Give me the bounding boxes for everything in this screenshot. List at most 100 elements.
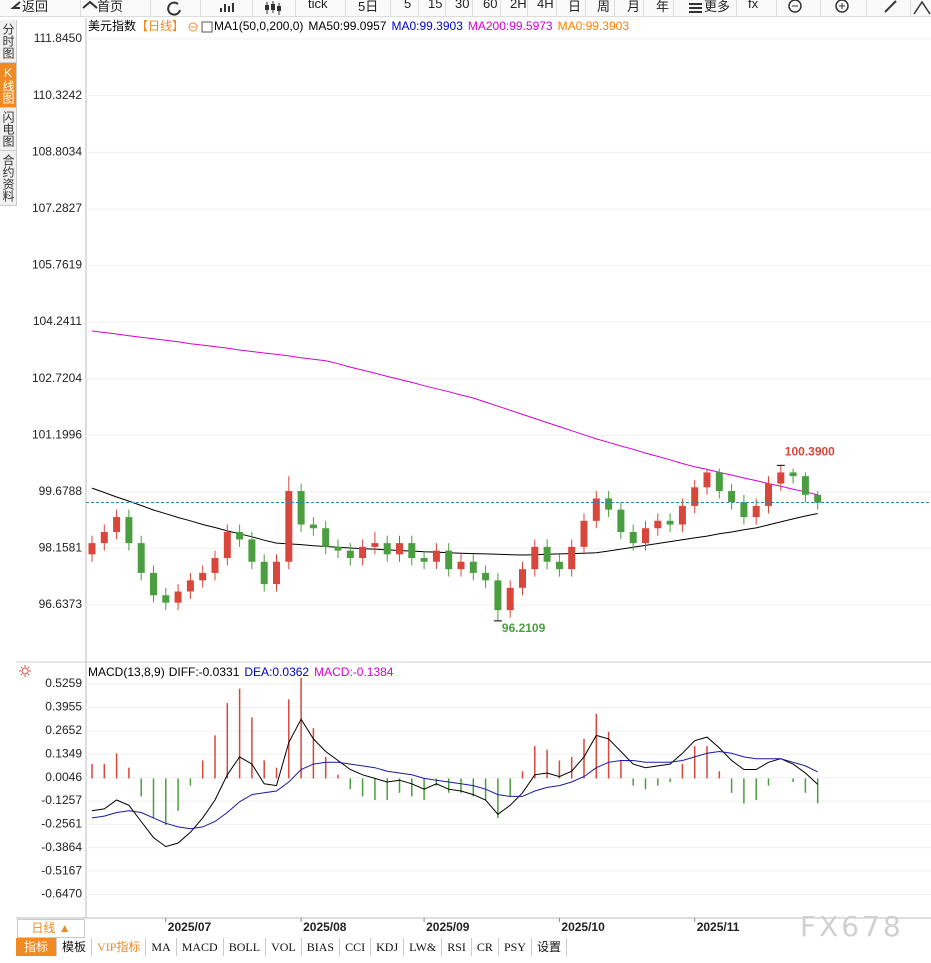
toolbar-separator [527,0,528,16]
toolbar-separator [200,0,201,16]
candle-body [432,550,440,562]
indicator-tab[interactable]: RSI [442,938,472,956]
legend-icon [201,21,213,33]
toolbar-icon[interactable] [218,0,238,16]
candle-body [150,572,157,596]
indicator-tab[interactable]: VOL [266,938,302,956]
candle-body [396,543,403,555]
indicator-tab[interactable]: KDJ [371,938,405,956]
toolbar-icon[interactable] [882,0,902,16]
toolbar-icon[interactable] [786,0,806,16]
y-tick-label: 104.2411 [33,314,82,328]
indicator-line [91,718,819,848]
indicator-tab[interactable]: CR [472,938,499,956]
toolbar-separator [820,0,821,16]
chart-title: MACD(13,8,9) [88,665,165,679]
toolbar-button[interactable]: 首页 [97,0,124,14]
indicator-tab[interactable]: BOLL [224,938,267,956]
indicator-tab[interactable]: 模板 [57,938,93,956]
y-tick-label: 111.8450 [34,31,83,45]
toolbar-separator [866,0,867,16]
side-tab[interactable]: 闪电图 [0,108,16,151]
side-tab[interactable]: 合约资料 [0,151,16,206]
toolbar-button[interactable]: 15 [428,0,443,11]
indicator-tab[interactable]: MA [146,938,177,956]
toolbar-separator [345,0,346,16]
side-tab[interactable]: 分时图 [0,20,16,63]
toolbar-button[interactable]: 5日 [358,0,379,14]
candle-body [371,543,379,547]
watermark: FX678 [800,910,904,943]
toolbar-icon[interactable] [8,0,28,16]
sun-icon [19,665,31,677]
candle-body [113,517,121,532]
side-tab[interactable]: K线图 [0,63,16,108]
candle-body [506,587,514,611]
toolbar-button[interactable]: 60 [483,0,498,11]
candle-body [814,494,822,503]
toolbar-button[interactable]: 5 [404,0,412,11]
toolbar-button[interactable]: 年 [656,0,670,14]
indicator-tab[interactable]: 指标 [16,938,58,956]
candle-body [408,543,416,559]
candle-body [568,546,576,570]
x-tick-label: 2025/11 [697,920,740,934]
toolbar-separator [614,0,615,16]
candle-body [174,591,182,603]
toolbar-separator [418,0,419,16]
toolbar-button[interactable]: 30 [455,0,470,11]
indicator-tab[interactable]: MACD [177,938,224,956]
indicator-tab[interactable]: 设置 [532,938,567,956]
candle-body [642,528,649,544]
toolbar-separator [673,0,674,16]
candle-body [346,550,354,559]
candle-body [420,558,428,562]
y-tick-label: 0.0046 [45,770,82,784]
toolbar-separator [150,0,151,16]
toolbar-icon[interactable] [686,0,706,16]
title-icon [188,22,198,32]
toolbar-button[interactable]: 更多 [704,0,731,14]
candle-body [186,580,194,592]
candle-body [383,543,391,555]
y-tick-label: -0.6470 [41,887,82,901]
candle-body [580,520,588,547]
indicator-tab[interactable]: LW& [404,938,443,956]
toolbar-icon[interactable] [833,0,853,16]
toolbar-icon[interactable] [263,0,283,16]
toolbar-icon[interactable] [164,0,184,16]
indicator-tab[interactable]: BIAS [302,938,341,956]
legend-entry: MA200:99.5973 [468,19,553,33]
toolbar-icon[interactable] [80,0,100,16]
y-tick-label: 0.2652 [45,723,82,737]
toolbar-button[interactable]: tick [308,0,328,11]
candle-body [125,517,133,544]
candle-body [765,483,772,506]
candle-body [260,561,268,585]
toolbar-separator [910,0,911,16]
indicator-tab[interactable]: PSY [499,938,532,956]
x-tick-label: 2025/10 [561,920,605,934]
toolbar-separator [390,0,391,16]
candle-body [691,487,699,506]
indicator-tab[interactable]: CCI [340,938,372,956]
toolbar-button[interactable]: 周 [597,0,611,14]
period-button[interactable]: 日线 ▲ [17,919,85,938]
toolbar-button[interactable]: fx [748,0,759,11]
toolbar-separator [643,0,644,16]
y-tick-label: 105.7619 [32,258,82,272]
candle-body [666,520,674,525]
toolbar-button[interactable]: 2H [510,0,527,11]
candle-body [740,502,748,518]
toolbar-button[interactable]: 日 [568,0,582,14]
y-tick-label: -0.1257 [41,793,82,807]
toolbar-button[interactable]: 4H [537,0,554,11]
y-tick-label: 0.5259 [45,676,82,690]
toolbar-icon[interactable] [912,0,931,16]
toolbar-button[interactable]: 返回 [22,0,49,14]
toolbar-button[interactable]: 月 [627,0,641,14]
candle-body [199,572,207,581]
indicator-tab[interactable]: VIP指标 [92,938,147,956]
legend-entry: MA1(50,0,200,0) [214,19,303,33]
candle-body [728,491,736,503]
